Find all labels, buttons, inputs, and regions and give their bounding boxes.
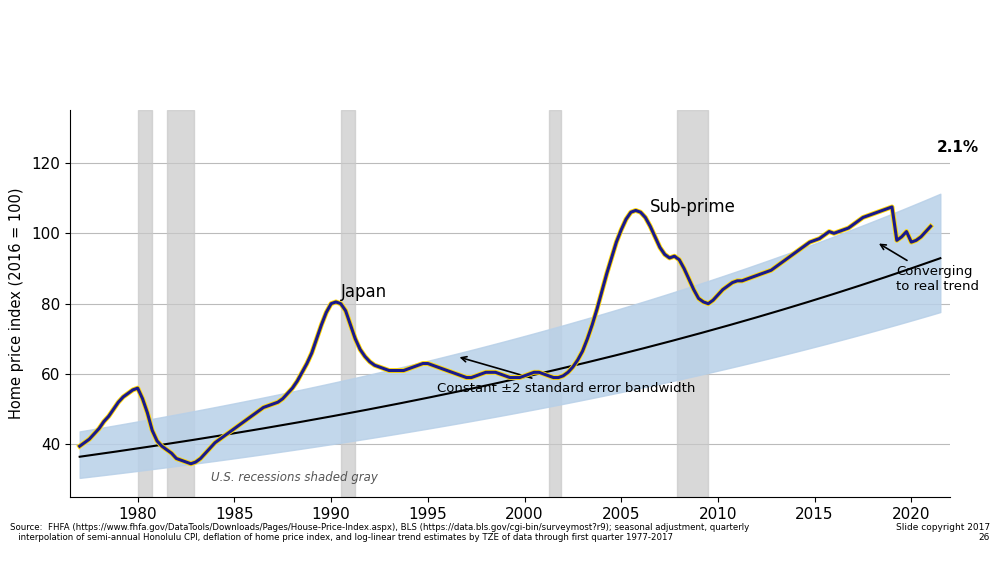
- Text: Sub-prime: Sub-prime: [650, 198, 736, 216]
- Text: (constant 2016 prices):  broad valuation measure has dampened too: (constant 2016 prices): broad valuation …: [122, 70, 878, 89]
- Bar: [549, 110, 561, 497]
- Bar: [677, 110, 708, 497]
- Text: Japan: Japan: [341, 282, 387, 301]
- Text: Constant ±2 standard error bandwidth: Constant ±2 standard error bandwidth: [437, 357, 696, 394]
- Bar: [167, 110, 194, 497]
- Text: Source:  FHFA (https://www.fhfa.gov/DataTools/Downloads/Pages/House-Price-Index.: Source: FHFA (https://www.fhfa.gov/DataT…: [10, 523, 749, 542]
- Text: Slide copyright 2017
26: Slide copyright 2017 26: [896, 523, 990, 542]
- Bar: [341, 110, 355, 497]
- Text: Converging
to real trend: Converging to real trend: [880, 245, 979, 293]
- Text: U.S. recessions shaded gray: U.S. recessions shaded gray: [211, 471, 378, 484]
- Bar: [138, 110, 152, 497]
- Text: FHFA Honolulu home valuations adjusted for inflation—real valuations: FHFA Honolulu home valuations adjusted f…: [114, 26, 886, 45]
- Y-axis label: Home price index (2016 = 100): Home price index (2016 = 100): [9, 188, 24, 419]
- Text: 2.1%: 2.1%: [936, 140, 979, 155]
